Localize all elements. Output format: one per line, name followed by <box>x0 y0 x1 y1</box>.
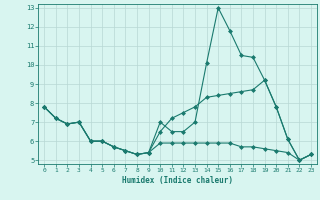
X-axis label: Humidex (Indice chaleur): Humidex (Indice chaleur) <box>122 176 233 185</box>
